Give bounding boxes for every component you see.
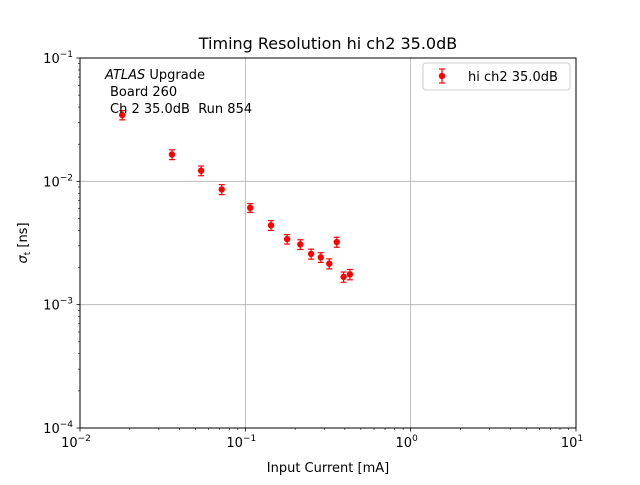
grid-lines <box>80 58 576 428</box>
x-tick-exponent: 0 <box>412 434 418 444</box>
x-tick-label: 100 <box>396 434 419 451</box>
data-points <box>119 109 354 283</box>
legend: hi ch2 35.0dB <box>422 62 571 91</box>
y-tick-exponent: −1 <box>60 50 73 60</box>
x-tick-base: 10 <box>226 436 243 451</box>
annotation-atlas-italic: ATLAS <box>104 68 145 83</box>
atlas-annotation: ATLAS Upgrade Board 260 Ch 2 35.0dB Run … <box>104 68 252 117</box>
x-tick-exponent: −2 <box>78 434 91 444</box>
data-point <box>197 165 205 177</box>
data-point <box>333 236 340 248</box>
y-tick-label: 10−1 <box>43 50 73 67</box>
y-tick-base: 10 <box>43 52 60 67</box>
annotation-line-3: Ch 2 35.0dB Run 854 <box>110 102 252 117</box>
y-label-subscript: t <box>23 251 33 255</box>
y-tick-label: 10−3 <box>43 297 73 314</box>
y-label-unit: [ns] <box>16 222 31 251</box>
data-marker <box>297 241 304 248</box>
data-point <box>326 258 333 270</box>
data-marker <box>218 186 225 193</box>
data-point <box>119 109 126 121</box>
data-marker <box>267 222 275 229</box>
data-point <box>218 184 225 196</box>
data-point <box>340 271 347 283</box>
data-marker <box>326 260 333 267</box>
y-tick-base: 10 <box>43 175 60 190</box>
data-marker <box>333 238 340 246</box>
legend-label: hi ch2 35.0dB <box>468 70 558 85</box>
data-marker <box>283 235 291 243</box>
data-marker <box>307 250 315 258</box>
x-tick-label: 101 <box>561 434 583 451</box>
data-point <box>283 233 291 245</box>
data-marker <box>119 111 126 119</box>
data-point <box>168 149 176 161</box>
annotation-line-1: ATLAS Upgrade <box>104 68 205 83</box>
data-marker <box>317 254 324 261</box>
legend-marker <box>438 72 446 80</box>
x-tick-base: 10 <box>561 436 578 451</box>
x-tick-exponent: −1 <box>243 434 256 444</box>
data-point <box>307 248 315 260</box>
data-point <box>297 239 304 251</box>
data-point <box>246 202 254 213</box>
y-tick-exponent: −2 <box>60 173 73 183</box>
y-tick-exponent: −3 <box>60 297 73 307</box>
axes-frame <box>79 57 577 429</box>
x-axis-label: Input Current [mA] <box>267 461 389 476</box>
y-tick-base: 10 <box>43 422 60 437</box>
data-point <box>346 268 354 281</box>
data-marker <box>197 167 205 174</box>
annotation-line-2: Board 260 <box>110 85 177 100</box>
y-tick-base: 10 <box>43 299 60 314</box>
y-tick-label: 10−4 <box>43 420 73 437</box>
data-marker <box>340 273 347 281</box>
y-tick-exponent: −4 <box>60 420 74 430</box>
x-tick-base: 10 <box>61 436 78 451</box>
x-tick-label: 10−1 <box>226 434 256 451</box>
annotation-upgrade: Upgrade <box>145 68 205 83</box>
x-tick-exponent: 1 <box>577 434 583 444</box>
chart-title: Timing Resolution hi ch2 35.0dB <box>198 34 457 53</box>
legend-frame <box>422 62 571 91</box>
data-marker <box>346 271 354 278</box>
y-tick-label: 10−2 <box>43 173 73 190</box>
data-point <box>317 252 324 264</box>
data-marker <box>168 151 176 158</box>
x-tick-base: 10 <box>396 436 413 451</box>
y-label-sigma: σ <box>16 255 31 264</box>
y-axis-label: σt [ns] <box>16 222 33 263</box>
data-marker <box>246 204 254 212</box>
x-tick-label: 10−2 <box>61 434 91 451</box>
data-point <box>267 220 275 232</box>
